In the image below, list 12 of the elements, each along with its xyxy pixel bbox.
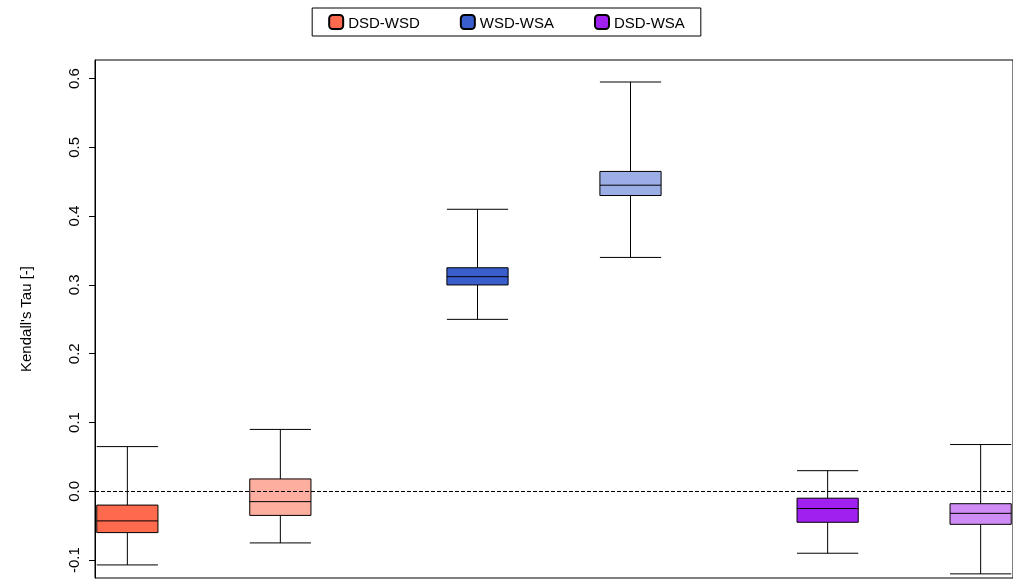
y-tick-label: 0.5 xyxy=(65,136,82,158)
y-tick-label: 0.3 xyxy=(65,274,82,296)
y-tick-label: 0.1 xyxy=(65,412,82,433)
y-tick-label: 0.0 xyxy=(65,480,82,502)
legend-label: DSD-WSA xyxy=(613,13,685,31)
y-axis-title: Kendall's Tau [-] xyxy=(17,266,34,372)
legend-label: DSD-WSD xyxy=(348,13,420,31)
y-tick-label: -0.1 xyxy=(65,547,82,574)
y-tick-label: 0.2 xyxy=(65,343,82,365)
legend-label: WSD-WSA xyxy=(479,13,555,31)
y-tick-label: 0.6 xyxy=(65,68,82,89)
y-tick-label: 0.4 xyxy=(65,205,82,227)
